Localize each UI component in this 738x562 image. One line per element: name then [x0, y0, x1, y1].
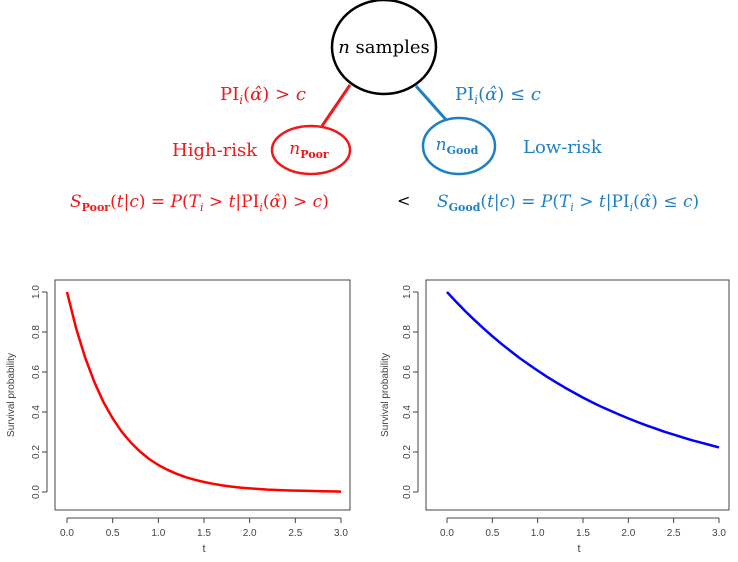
right-condition: PIi(α̂) ≤ c [455, 84, 541, 107]
y-axis-title: Survival probability [6, 353, 17, 437]
survival-chart-good: 0.0 0.5 1.0 1.5 2.0 2.5 3.0 0.0 0.2 0.4 0.6 0.8 1.0 S… [380, 279, 730, 555]
x-tick-label: 2.5 [288, 528, 302, 539]
y-tick-label: 0.4 [402, 405, 413, 419]
plot-frame [425, 279, 730, 511]
low-risk-label: Low-risk [523, 137, 603, 158]
x-axis-title: t [577, 543, 580, 555]
y-tick-label: 0.0 [31, 485, 42, 499]
high-risk-label: High-risk [172, 140, 258, 161]
survival-chart-poor: 0.0 0.5 1.0 1.5 2.0 2.5 3.0 0.0 0.2 0.4 0.6 0.8 1.0 S… [6, 279, 351, 555]
x-tick-label: 3.0 [334, 528, 348, 539]
x-axis-title: t [202, 543, 205, 555]
x-tick-label: 1.0 [151, 528, 165, 539]
y-tick-label: 0.8 [31, 325, 42, 339]
y-tick-label: 1.0 [402, 285, 413, 299]
root-node [330, 0, 438, 96]
y-tick-label: 0.4 [31, 405, 42, 419]
x-tick-label: 1.0 [531, 528, 545, 539]
survival-curve [65, 291, 342, 493]
y-tick-label: 0.2 [402, 445, 413, 459]
x-tick-label: 1.5 [576, 528, 590, 539]
y-axis-title: Survival probability [380, 353, 391, 437]
y-tick-label: 0.2 [31, 445, 42, 459]
y-tick-label: 0.8 [402, 325, 413, 339]
x-tick-label: 2.0 [243, 528, 257, 539]
survival-curve [446, 291, 720, 449]
poor-node [270, 124, 352, 176]
x-tick-label: 0.5 [485, 528, 499, 539]
plot-frame [54, 279, 351, 511]
edge-root-to-poor [320, 84, 352, 127]
y-tick-label: 0.6 [402, 365, 413, 379]
x-tick-label: 3.0 [712, 528, 726, 539]
left-formula: SPoor(t|c) = P(Ti > t|PIi(α̂) > c) [70, 192, 329, 214]
y-tick-label: 1.0 [31, 285, 42, 299]
x-tick-label: 2.0 [621, 528, 635, 539]
comparison-sign: < [397, 191, 410, 210]
edge-root-to-good [414, 85, 450, 123]
x-tick-label: 0.0 [440, 528, 454, 539]
root-node-label: n samples [338, 37, 430, 58]
good-node-label: nGood [436, 135, 479, 157]
poor-node-label: nPoor [289, 139, 329, 161]
x-tick-label: 0.5 [106, 528, 120, 539]
y-tick-label: 0.6 [31, 365, 42, 379]
x-tick-label: 2.5 [667, 528, 681, 539]
right-formula: SGood(t|c) = P(Ti > t|PIi(α̂) ≤ c) [437, 192, 699, 214]
y-tick-label: 0.0 [402, 485, 413, 499]
good-node [421, 116, 497, 176]
x-tick-label: 0.0 [60, 528, 74, 539]
left-condition: PIi(α̂) > c [220, 84, 306, 107]
x-tick-label: 1.5 [197, 528, 211, 539]
